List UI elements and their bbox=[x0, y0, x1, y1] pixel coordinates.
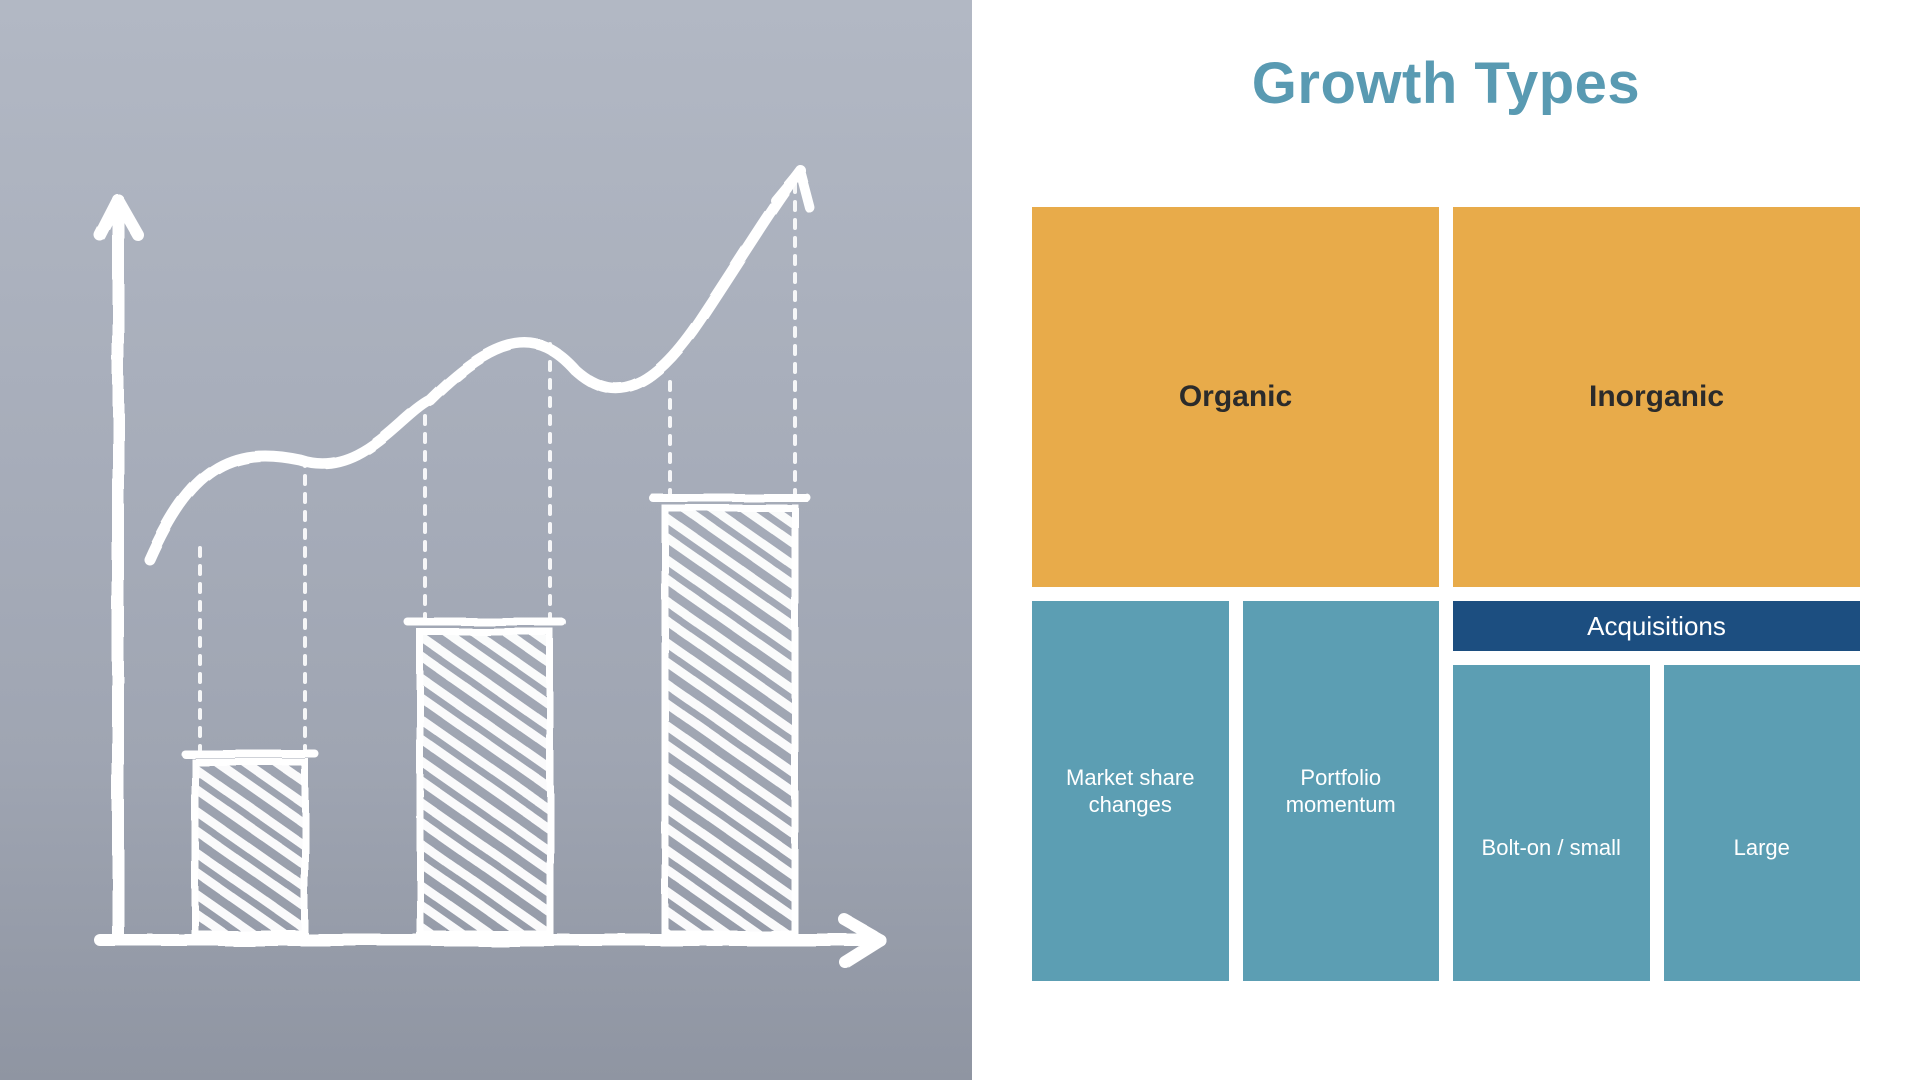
box-inorganic-label: Inorganic bbox=[1589, 380, 1724, 414]
growth-tree: Organic Inorganic Market share changes P… bbox=[1032, 207, 1860, 981]
slide-root: Growth Types Organic Inorganic Market sh… bbox=[0, 0, 1920, 1080]
box-inorganic: Inorganic bbox=[1453, 207, 1860, 587]
content-panel: Growth Types Organic Inorganic Market sh… bbox=[972, 0, 1920, 1080]
acquisitions-header: Acquisitions bbox=[1453, 601, 1860, 651]
chalk-chart bbox=[0, 0, 972, 1080]
top-row: Organic Inorganic bbox=[1032, 207, 1860, 587]
sub-market-share: Market share changes bbox=[1032, 601, 1229, 981]
inorganic-subs: Acquisitions Bolt-on / small Large bbox=[1453, 601, 1860, 981]
acquisitions-row: Bolt-on / small Large bbox=[1453, 665, 1860, 981]
sub-large-label: Large bbox=[1734, 835, 1790, 861]
bars bbox=[185, 498, 807, 934]
sub-market-share-label: Market share changes bbox=[1050, 764, 1211, 819]
organic-subs: Market share changes Portfolio momentum bbox=[1032, 601, 1439, 981]
sub-bolt-on: Bolt-on / small bbox=[1453, 665, 1650, 981]
page-title: Growth Types bbox=[1032, 50, 1860, 117]
bottom-row: Market share changes Portfolio momentum … bbox=[1032, 601, 1860, 981]
sub-bolt-on-label: Bolt-on / small bbox=[1482, 835, 1621, 861]
sub-portfolio-momentum-label: Portfolio momentum bbox=[1261, 764, 1422, 819]
box-organic: Organic bbox=[1032, 207, 1439, 587]
box-organic-label: Organic bbox=[1179, 380, 1292, 414]
sub-portfolio-momentum: Portfolio momentum bbox=[1243, 601, 1440, 981]
acquisitions-header-label: Acquisitions bbox=[1587, 611, 1726, 642]
illustration-panel bbox=[0, 0, 972, 1080]
sub-large: Large bbox=[1664, 665, 1861, 981]
